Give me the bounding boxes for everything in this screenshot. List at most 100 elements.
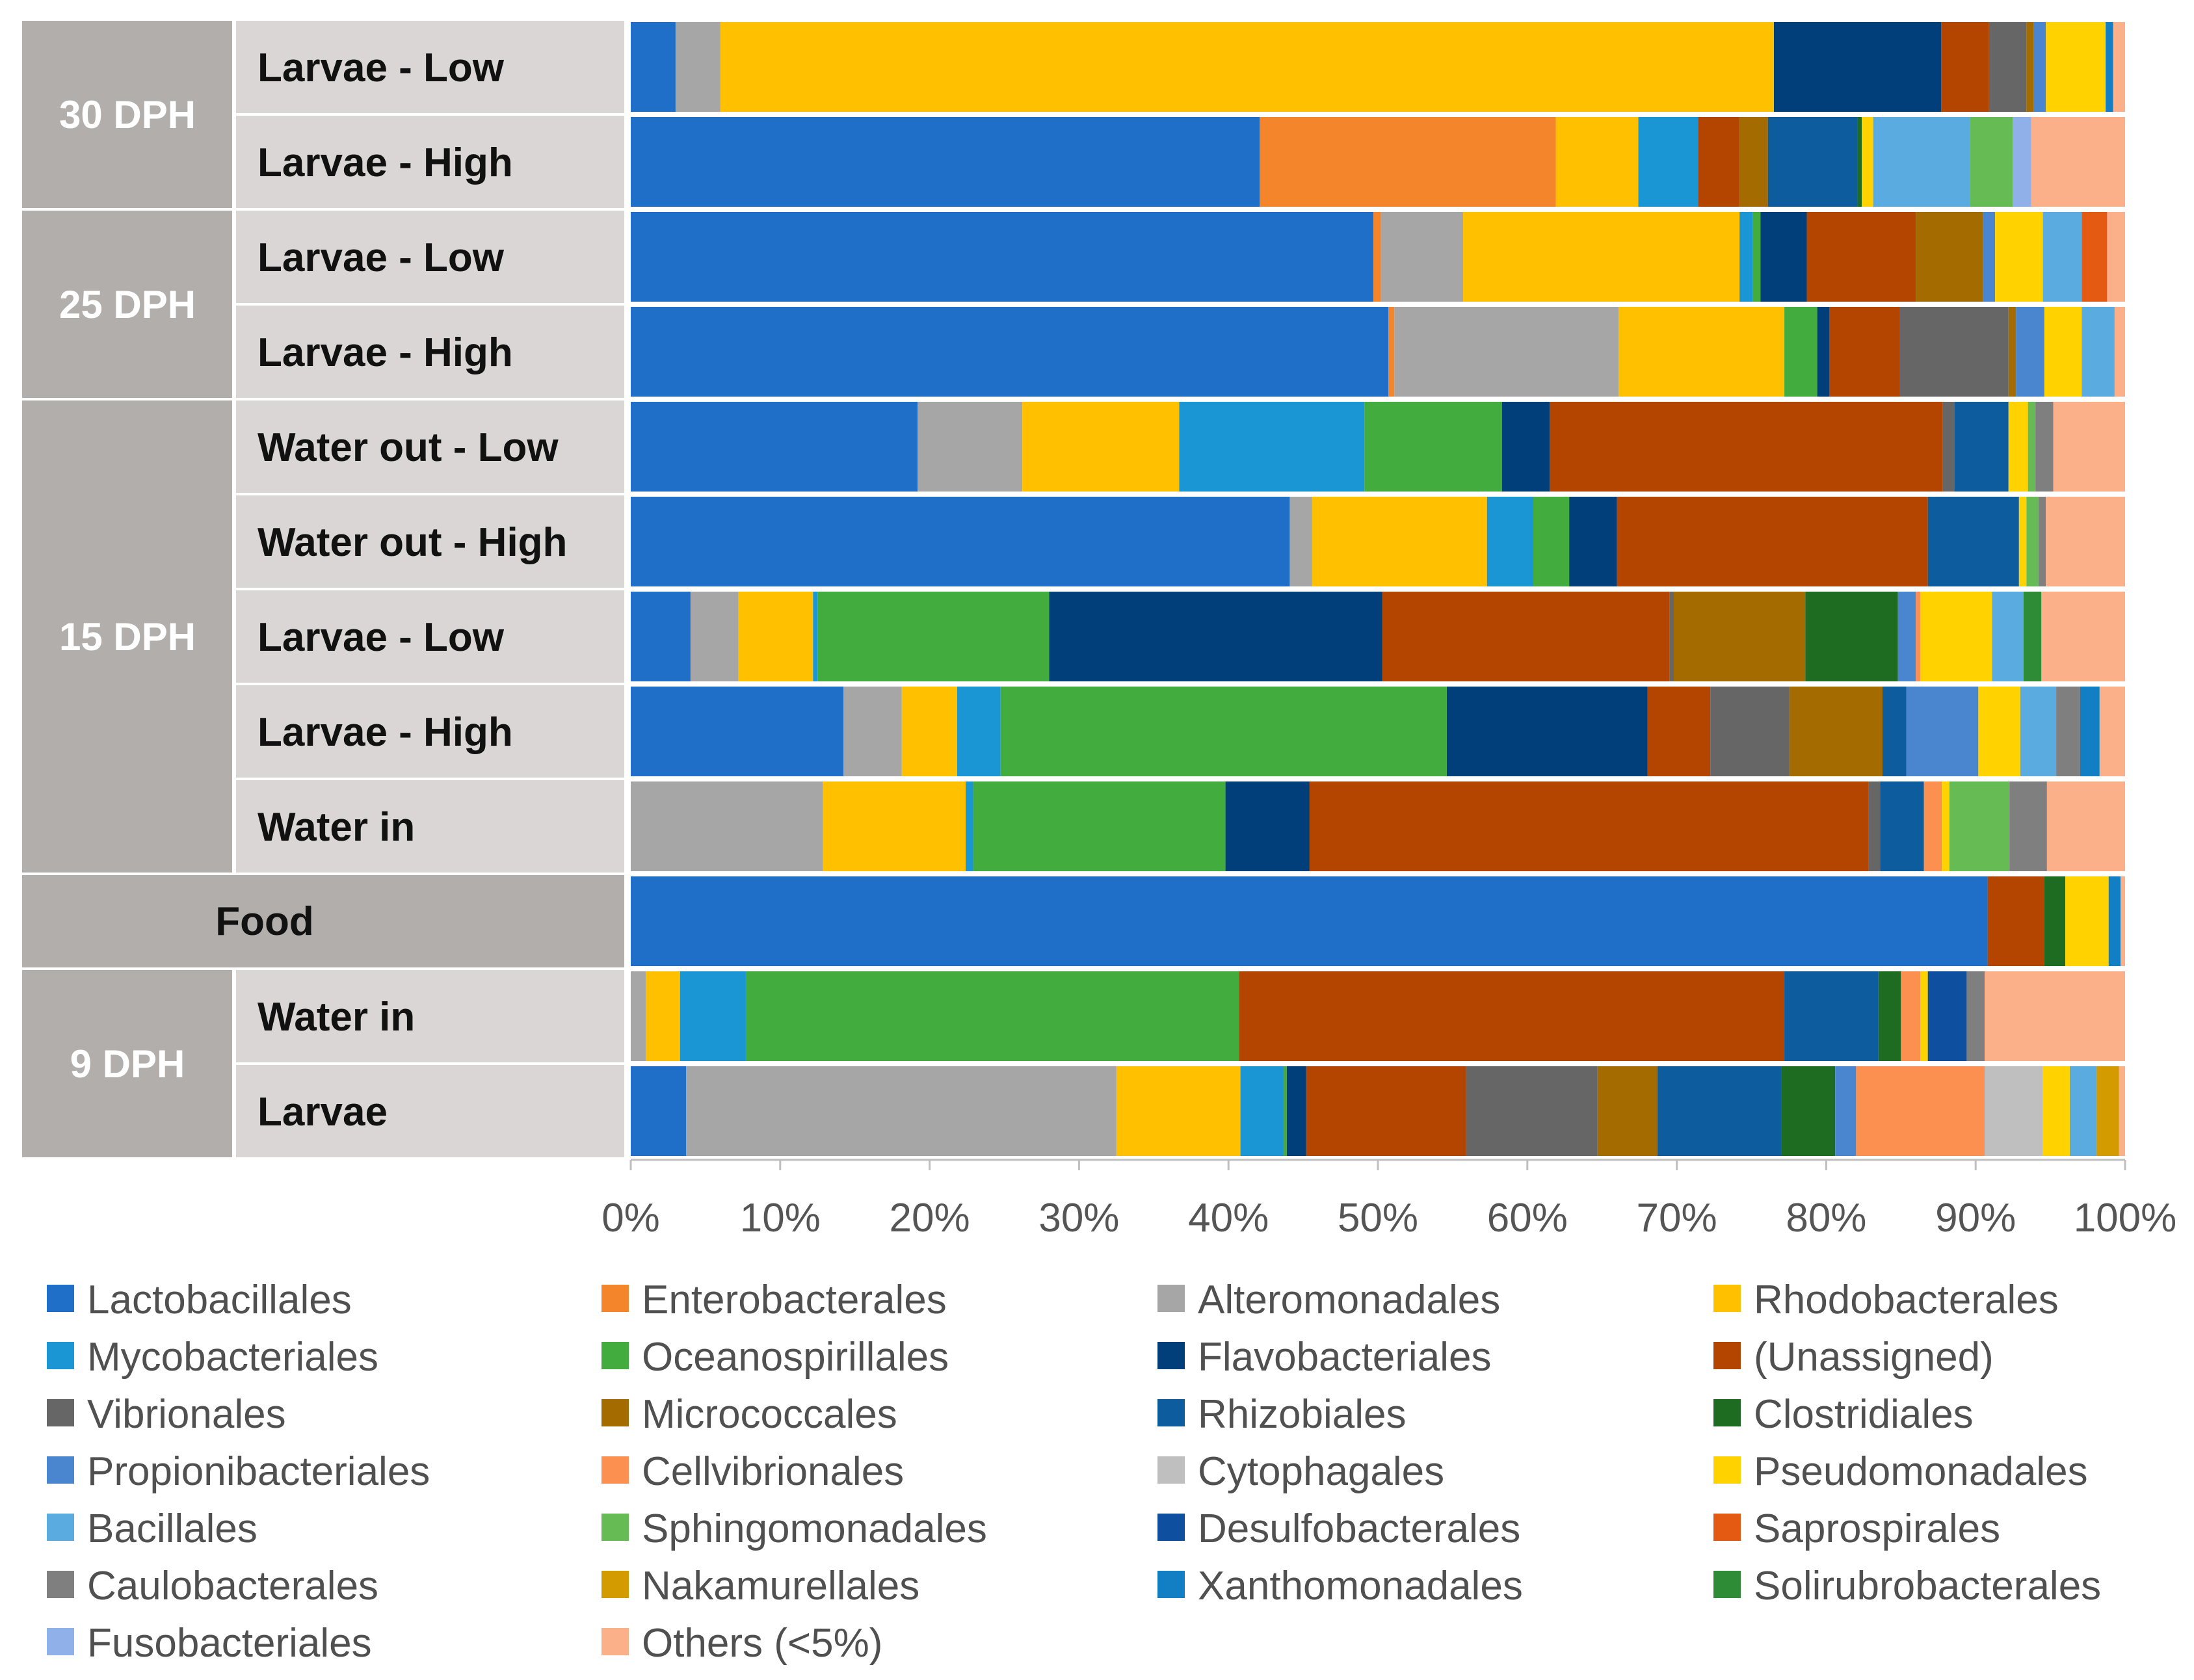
legend-swatch: [601, 1456, 629, 1484]
bar-segment: [1882, 687, 1907, 776]
x-tick-label: 60%: [1487, 1196, 1568, 1240]
bar-segment: [966, 781, 973, 871]
group-cell: [22, 875, 624, 967]
legend-swatch: [1713, 1399, 1741, 1426]
legend-label: (Unassigned): [1754, 1335, 1994, 1380]
bar-segment: [1829, 307, 1900, 397]
bar-segment: [1000, 687, 1447, 776]
bar-segment: [680, 971, 746, 1061]
x-tick-label: 40%: [1188, 1196, 1269, 1240]
bar-segment: [1669, 592, 1674, 681]
bar-segment: [1901, 971, 1921, 1061]
row-label: Water in: [258, 805, 415, 850]
row-label: Larvae: [258, 1090, 388, 1135]
bar-segment: [1806, 212, 1916, 302]
row-cell: [236, 685, 624, 778]
bar-segment: [1225, 781, 1310, 871]
x-tick-label: 80%: [1786, 1196, 1866, 1240]
bar-segment: [645, 971, 680, 1061]
bar-segment: [1941, 22, 1989, 112]
bar-segment: [2119, 1066, 2125, 1156]
bar-segment: [1466, 1066, 1598, 1156]
legend-label: Propionibacteriales: [87, 1449, 430, 1494]
bar-segment: [1916, 212, 1983, 302]
group-label: Food: [215, 899, 314, 944]
bar-segment: [2082, 212, 2108, 302]
legend-swatch: [601, 1285, 629, 1312]
x-tick-label: 70%: [1637, 1196, 1717, 1240]
legend-swatch: [47, 1285, 74, 1312]
bar-segment: [1501, 402, 1550, 492]
bar-segment: [1260, 117, 1556, 207]
bar-segment: [2082, 307, 2115, 397]
bar-segment: [2008, 402, 2028, 492]
bar-segment: [1674, 592, 1806, 681]
bar-segment: [1878, 971, 1901, 1061]
row-cell: [236, 21, 624, 113]
legend-label: Mycobacteriales: [87, 1335, 378, 1380]
bar-segment: [1550, 402, 1943, 492]
bar-segment: [901, 687, 957, 776]
bar-segment: [1984, 971, 2125, 1061]
bar-segment: [1381, 212, 1463, 302]
bar-segment: [686, 1066, 1117, 1156]
bar-segment: [2042, 212, 2082, 302]
bar-segment: [1805, 592, 1898, 681]
bar-segment: [1983, 212, 1996, 302]
bar-segment: [1899, 307, 2009, 397]
row-label: Water out - High: [258, 520, 567, 565]
row-cell: [236, 495, 624, 588]
bar-segment: [2016, 307, 2044, 397]
bar-segment: [1835, 1066, 1857, 1156]
bar-segment: [631, 781, 823, 871]
bar-segment: [1955, 402, 2009, 492]
legend-swatch: [1157, 1456, 1185, 1484]
bar-segment: [1995, 212, 2043, 302]
bar-segment: [823, 781, 966, 871]
group-cell: [22, 21, 232, 208]
bar-segment: [1992, 592, 2024, 681]
bar-segment: [1312, 497, 1487, 586]
bar-segment: [1970, 117, 2013, 207]
legend-swatch: [47, 1514, 74, 1541]
legend-label: Bacillales: [87, 1506, 258, 1551]
bar-segment: [2026, 22, 2034, 112]
row-cell: [236, 590, 624, 683]
bar-segment: [2113, 22, 2125, 112]
row-cell: [236, 116, 624, 208]
legend-label: Rhodobacterales: [1754, 1278, 2059, 1322]
bar-segment: [2053, 402, 2125, 492]
bar-segment: [1446, 687, 1648, 776]
bar-segment: [2041, 592, 2125, 681]
bar-segment: [2044, 876, 2066, 966]
bar-segment: [2046, 781, 2125, 871]
bar-segment: [1949, 781, 2010, 871]
bar-segment: [1987, 876, 2044, 966]
bar-segment: [1880, 781, 1924, 871]
x-tick-label: 10%: [740, 1196, 821, 1240]
legend-swatch: [601, 1399, 629, 1426]
legend-label: Others (<5%): [642, 1621, 882, 1666]
bar-segment: [918, 402, 1023, 492]
bar-segment: [2013, 117, 2031, 207]
bar-segment: [631, 876, 1988, 966]
legend-swatch: [1157, 1399, 1185, 1426]
bar-segment: [1289, 497, 1312, 586]
legend: Lactobacillales Enterobacterales Alteromon…: [47, 1278, 2101, 1666]
legend-label: Clostridiales: [1754, 1392, 1974, 1437]
row-label: Larvae - High: [258, 330, 513, 375]
bar-segment: [675, 22, 720, 112]
bar-segment: [1240, 1066, 1284, 1156]
legend-swatch: [47, 1628, 74, 1655]
x-axis: 0% 10% 20% 30% 40% 50% 60% 70% 80% 90% 100%: [601, 1159, 2176, 1240]
bar-segment: [1989, 22, 2027, 112]
bar-segment: [1487, 497, 1533, 586]
bar-segment: [631, 1066, 687, 1156]
legend-label: Nakamurellales: [642, 1564, 919, 1608]
x-tick-label: 50%: [1338, 1196, 1418, 1240]
legend-swatch: [601, 1628, 629, 1655]
bar-segment: [1790, 687, 1883, 776]
bar-segment: [2108, 876, 2121, 966]
bar-segment: [631, 497, 1290, 586]
